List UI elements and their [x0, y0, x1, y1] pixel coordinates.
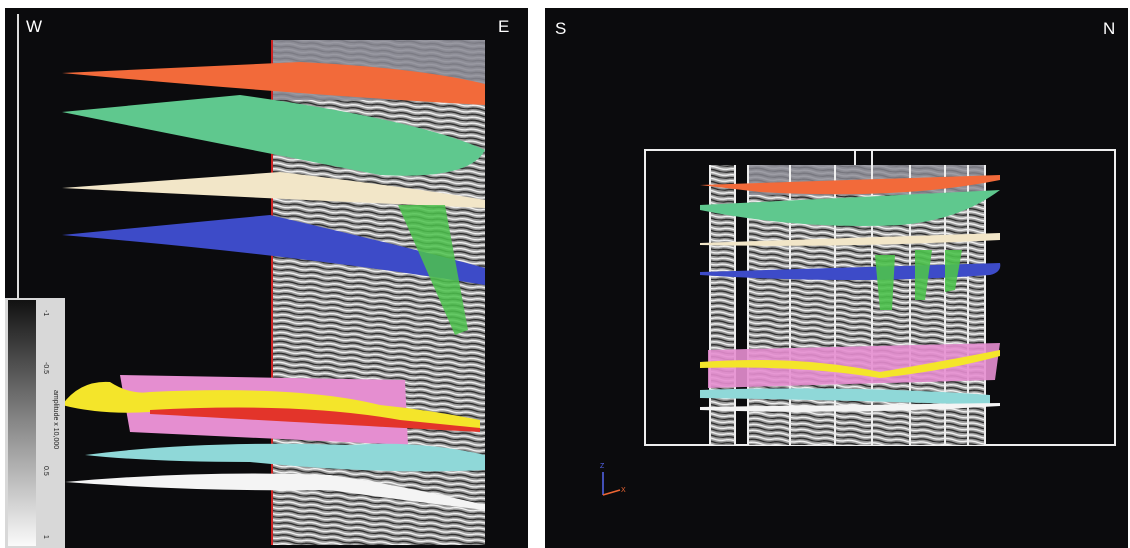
- colorbar-tick: 0.5: [42, 466, 49, 476]
- direction-label: E: [498, 17, 509, 36]
- axis-label: Z: [600, 463, 605, 470]
- axis-label: X: [621, 487, 626, 494]
- colorbar-label: amplitude x 10,000: [52, 390, 59, 449]
- colorbar-tick: -0.5: [42, 362, 49, 374]
- figure: -1 -0.5 0.5 1 amplitude x 10,000 W E: [0, 0, 1130, 548]
- colorbar-tick: 1: [42, 535, 49, 539]
- right-panel: Z X S N: [545, 8, 1128, 548]
- colorbar: [8, 300, 36, 546]
- direction-label: N: [1103, 19, 1115, 38]
- direction-label: W: [26, 17, 42, 36]
- left-panel: -1 -0.5 0.5 1 amplitude x 10,000 W E: [5, 8, 528, 548]
- colorbar-tick: -1: [42, 310, 49, 316]
- direction-label: S: [555, 19, 566, 38]
